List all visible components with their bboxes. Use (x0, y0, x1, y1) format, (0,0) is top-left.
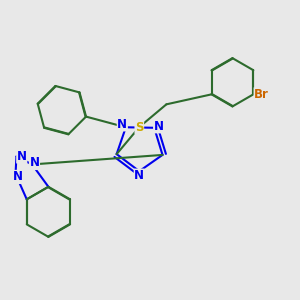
Text: N: N (29, 157, 40, 169)
Text: N: N (154, 120, 164, 133)
Text: N: N (117, 118, 127, 131)
Text: N: N (17, 150, 27, 163)
Text: S: S (135, 121, 144, 134)
Text: N: N (134, 169, 144, 182)
Text: N: N (13, 170, 23, 183)
Text: Br: Br (254, 88, 269, 101)
